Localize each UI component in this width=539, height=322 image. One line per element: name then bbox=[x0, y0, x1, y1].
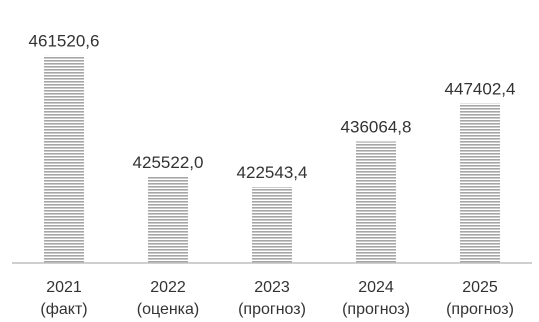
bar-2023 bbox=[252, 187, 292, 263]
x-tick-label-2025-year: 2025 bbox=[462, 279, 498, 296]
bar-2021 bbox=[44, 55, 84, 264]
x-tick-label-2023-note: (прогноз) bbox=[238, 301, 306, 318]
labels-layer: 461520,6 2021 (факт) 425522,0 2022 (оценка) 42… bbox=[29, 32, 516, 318]
data-label-2022: 425522,0 bbox=[133, 153, 204, 172]
data-label-2023: 422543,4 bbox=[237, 163, 308, 182]
x-tick-label-2025-note: (прогноз) bbox=[446, 301, 514, 318]
data-label-2025: 447402,4 bbox=[445, 79, 516, 98]
bar-2025 bbox=[460, 103, 500, 263]
x-tick-label-2024-note: (прогноз) bbox=[342, 301, 410, 318]
bar-2022 bbox=[148, 177, 188, 263]
bars-layer bbox=[44, 55, 500, 264]
x-tick-label-2021-note: (факт) bbox=[40, 301, 87, 318]
x-tick-label-2024-year: 2024 bbox=[358, 279, 394, 296]
x-tick-label-2022-note: (оценка) bbox=[137, 301, 200, 318]
data-label-2021: 461520,6 bbox=[29, 32, 100, 51]
x-tick-label-2022-year: 2022 bbox=[150, 279, 186, 296]
x-tick-label-2021-year: 2021 bbox=[46, 279, 82, 296]
bar-2024 bbox=[356, 141, 396, 263]
data-label-2024: 436064,8 bbox=[341, 118, 412, 137]
x-tick-label-2023-year: 2023 bbox=[254, 279, 290, 296]
